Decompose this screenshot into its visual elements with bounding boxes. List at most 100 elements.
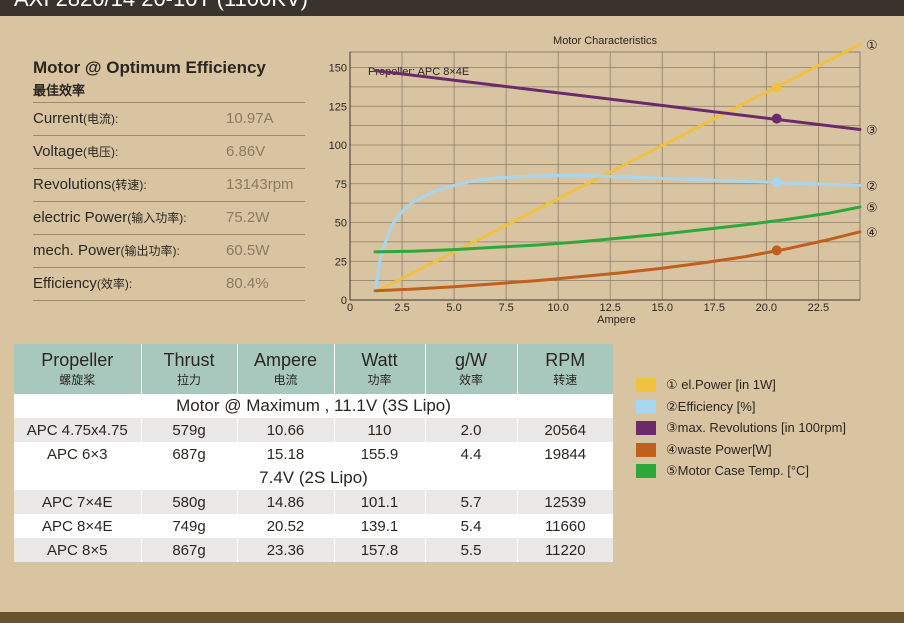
efficiency-row: mech. Power(输出功率): 60.5W bbox=[33, 235, 305, 268]
table-cell: 19844 bbox=[517, 442, 613, 466]
table-row: APC 4.75x4.75 579g 10.66 110 2.0 20564 bbox=[14, 418, 613, 442]
y-tick-label: 50 bbox=[335, 218, 347, 230]
x-tick-label: 20.0 bbox=[756, 302, 777, 314]
column-header: Thrust 拉力 bbox=[141, 344, 238, 394]
legend-swatch bbox=[636, 378, 656, 392]
x-tick-label: 7.5 bbox=[498, 302, 513, 314]
propeller-annotation: Propeller: APC 8×4E bbox=[368, 66, 469, 78]
header-title: AXI 2820/14 20-10T (1100KV) bbox=[14, 0, 308, 12]
table-cell: 2.0 bbox=[425, 418, 518, 442]
chart-title: Motor Characteristics bbox=[553, 35, 657, 47]
efficiency-row: Efficiency(效率): 80.4% bbox=[33, 268, 305, 301]
x-tick-label: 12.5 bbox=[599, 302, 620, 314]
y-tick-label: 125 bbox=[329, 101, 347, 113]
y-tick-label: 150 bbox=[329, 63, 347, 75]
legend-swatch bbox=[636, 464, 656, 478]
table-header-row: Propeller 螺旋桨 Thrust 拉力 Ampere 电流 Watt 功率 g/W 效率 R… bbox=[14, 344, 613, 394]
y-tick-label: 0 bbox=[341, 295, 347, 307]
series-marker-4 bbox=[771, 245, 782, 256]
legend-swatch bbox=[636, 421, 656, 435]
table-cell: 20564 bbox=[517, 418, 613, 442]
table-cell: APC 4.75x4.75 bbox=[14, 418, 142, 442]
series-line-4 bbox=[373, 230, 862, 293]
table-cell: 20.52 bbox=[237, 514, 335, 538]
efficiency-row-value: 6.86V bbox=[226, 143, 266, 160]
table-cell: 749g bbox=[141, 514, 238, 538]
series-line-2 bbox=[373, 173, 862, 294]
efficiency-rows: Current(电流): 10.97A Voltage(电压): 6.86V Revol… bbox=[33, 102, 305, 301]
efficiency-row-label: Revolutions(转速): bbox=[33, 176, 147, 193]
table-cell: 10.66 bbox=[237, 418, 335, 442]
column-header: g/W 效率 bbox=[425, 344, 518, 394]
efficiency-row-label: mech. Power(输出功率): bbox=[33, 242, 180, 259]
series-end-label-2: ② bbox=[866, 178, 878, 193]
table-cell: 23.36 bbox=[237, 538, 335, 562]
table-cell: 157.8 bbox=[334, 538, 426, 562]
table-cell: APC 7×4E bbox=[14, 490, 142, 514]
y-tick-label: 75 bbox=[335, 179, 347, 191]
efficiency-row-label: Voltage(电压): bbox=[33, 143, 119, 160]
efficiency-row-label: Efficiency(效率): bbox=[33, 275, 133, 292]
legend-swatch bbox=[636, 442, 656, 457]
series-end-label-3: ③ bbox=[866, 123, 878, 138]
efficiency-row-value: 80.4% bbox=[226, 275, 269, 292]
table-cell: 155.9 bbox=[334, 442, 426, 466]
footer-bar bbox=[0, 612, 904, 623]
propeller-spec-table: Propeller 螺旋桨 Thrust 拉力 Ampere 电流 Watt 功率 g/W 效率 R… bbox=[14, 344, 613, 562]
table-cell: APC 8×5 bbox=[14, 538, 142, 562]
efficiency-row-label: Current(电流): bbox=[33, 110, 119, 127]
table-cell: 11220 bbox=[517, 538, 613, 562]
table-group-title: Motor @ Maximum , 11.1V (3S Lipo) bbox=[14, 394, 613, 418]
efficiency-row-value: 10.97A bbox=[226, 110, 274, 127]
table-row: APC 8×4E 749g 20.52 139.1 5.4 11660 bbox=[14, 514, 613, 538]
table-cell: 11660 bbox=[517, 514, 613, 538]
efficiency-subtitle: 最佳效率 bbox=[33, 83, 86, 98]
efficiency-row: Current(电流): 10.97A bbox=[33, 102, 305, 136]
series-marker-1 bbox=[771, 82, 782, 93]
table-cell: 5.5 bbox=[425, 538, 518, 562]
legend-label: ④waste Power[W] bbox=[666, 441, 772, 457]
table-cell: 5.7 bbox=[425, 490, 518, 514]
series-end-label-4: ④ bbox=[866, 225, 878, 240]
table-row: APC 8×5 867g 23.36 157.8 5.5 11220 bbox=[14, 538, 613, 562]
table-row: APC 7×4E 580g 14.86 101.1 5.7 12539 bbox=[14, 490, 613, 514]
efficiency-title: Motor @ Optimum Efficiency bbox=[33, 58, 266, 77]
motor-characteristics-chart: 0 2.5 5.0 7.5 10.0 12.5 15.0 17.5 20.0 22.5 0 25 50 7… bbox=[329, 35, 878, 326]
table-body: Motor @ Maximum , 11.1V (3S Lipo) APC 4.7… bbox=[14, 394, 613, 562]
efficiency-row-label: electric Power(输入功率): bbox=[33, 209, 187, 226]
series-marker-2 bbox=[771, 177, 782, 188]
series-marker-3 bbox=[771, 113, 782, 124]
x-tick-label: 22.5 bbox=[808, 302, 829, 314]
table-cell: 12539 bbox=[517, 490, 613, 514]
series-end-label-1: ① bbox=[866, 37, 878, 52]
efficiency-panel: Motor @ Optimum Efficiency 最佳效率 Current(… bbox=[33, 56, 305, 301]
legend-label: ⑤Motor Case Temp. [°C] bbox=[666, 463, 810, 478]
table-group-row: Motor @ Maximum , 11.1V (3S Lipo) bbox=[14, 394, 613, 418]
efficiency-row-value: 60.5W bbox=[226, 242, 270, 259]
table-group-title: 7.4V (2S Lipo) bbox=[14, 466, 613, 490]
table-cell: 579g bbox=[141, 418, 238, 442]
table-cell: 5.4 bbox=[425, 514, 518, 538]
legend-label: ②Efficiency [%] bbox=[666, 398, 756, 414]
table-cell: 687g bbox=[141, 442, 238, 466]
table-cell: APC 6×3 bbox=[14, 442, 142, 466]
efficiency-row: electric Power(输入功率): 75.2W bbox=[33, 202, 305, 235]
table-cell: APC 8×4E bbox=[14, 514, 142, 538]
x-tick-label: 5.0 bbox=[446, 302, 461, 314]
column-header: Watt 功率 bbox=[334, 344, 426, 394]
table-row: APC 6×3 687g 15.18 155.9 4.4 19844 bbox=[14, 442, 613, 466]
legend-label: ① el.Power [in 1W] bbox=[666, 377, 776, 392]
y-tick-label: 100 bbox=[329, 140, 347, 152]
x-tick-label: 2.5 bbox=[394, 302, 409, 314]
header-bar: AXI 2820/14 20-10T (1100KV) bbox=[0, 0, 904, 16]
table-group-row: 7.4V (2S Lipo) bbox=[14, 466, 613, 490]
table-cell: 139.1 bbox=[334, 514, 426, 538]
table-cell: 4.4 bbox=[425, 442, 518, 466]
efficiency-row: Voltage(电压): 6.86V bbox=[33, 136, 305, 169]
table-cell: 867g bbox=[141, 538, 238, 562]
column-header: Ampere 电流 bbox=[237, 344, 335, 394]
table-cell: 580g bbox=[141, 490, 238, 514]
x-axis-label: Ampere bbox=[597, 314, 636, 326]
table-cell: 15.18 bbox=[237, 442, 335, 466]
x-tick-label: 0 bbox=[347, 302, 353, 314]
